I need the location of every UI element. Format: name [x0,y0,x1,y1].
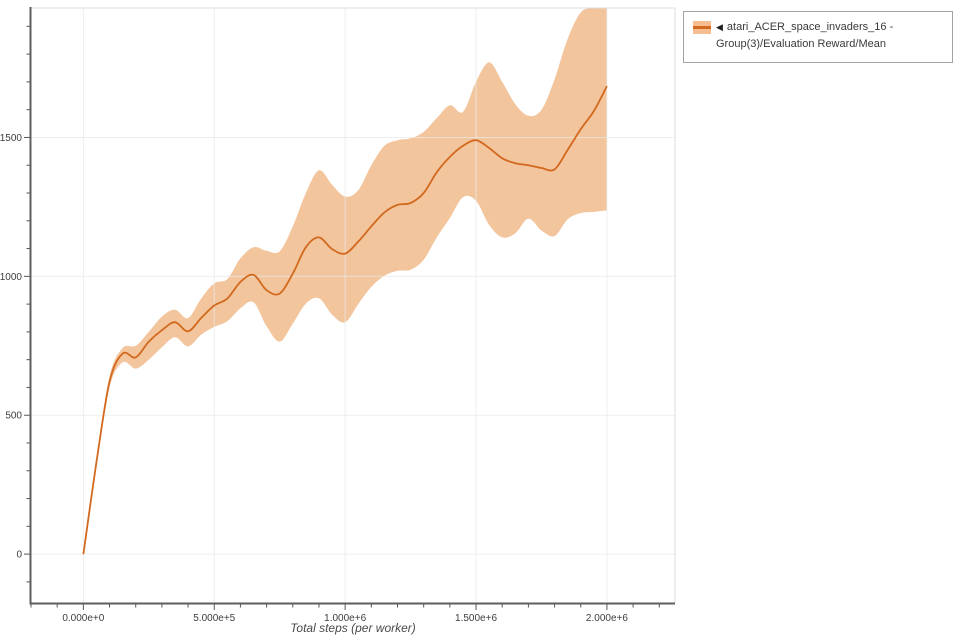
legend-collapse-icon: ◀ [716,22,723,32]
svg-text:1000: 1000 [0,272,22,283]
svg-text:1.500e+6: 1.500e+6 [455,613,497,624]
svg-text:5.000e+5: 5.000e+5 [193,613,235,624]
svg-text:1.000e+6: 1.000e+6 [324,613,366,624]
legend-swatch-line-icon [693,26,711,29]
svg-text:2.000e+6: 2.000e+6 [586,613,628,624]
x-axis-title: Total steps (per worker) [290,621,416,635]
svg-text:1500: 1500 [0,133,22,144]
legend-text: ◀ atari_ACER_space_invaders_16 - Group(3)… [716,19,943,53]
svg-text:0: 0 [16,550,22,561]
legend-swatch-icon [693,21,711,34]
legend: ◀ atari_ACER_space_invaders_16 - Group(3)… [683,11,953,63]
legend-label: atari_ACER_space_invaders_16 - Group(3)/… [716,21,894,50]
svg-text:500: 500 [5,411,22,422]
legend-item[interactable]: ◀ atari_ACER_space_invaders_16 - Group(3)… [693,19,943,53]
svg-text:0.000e+0: 0.000e+0 [62,613,104,624]
